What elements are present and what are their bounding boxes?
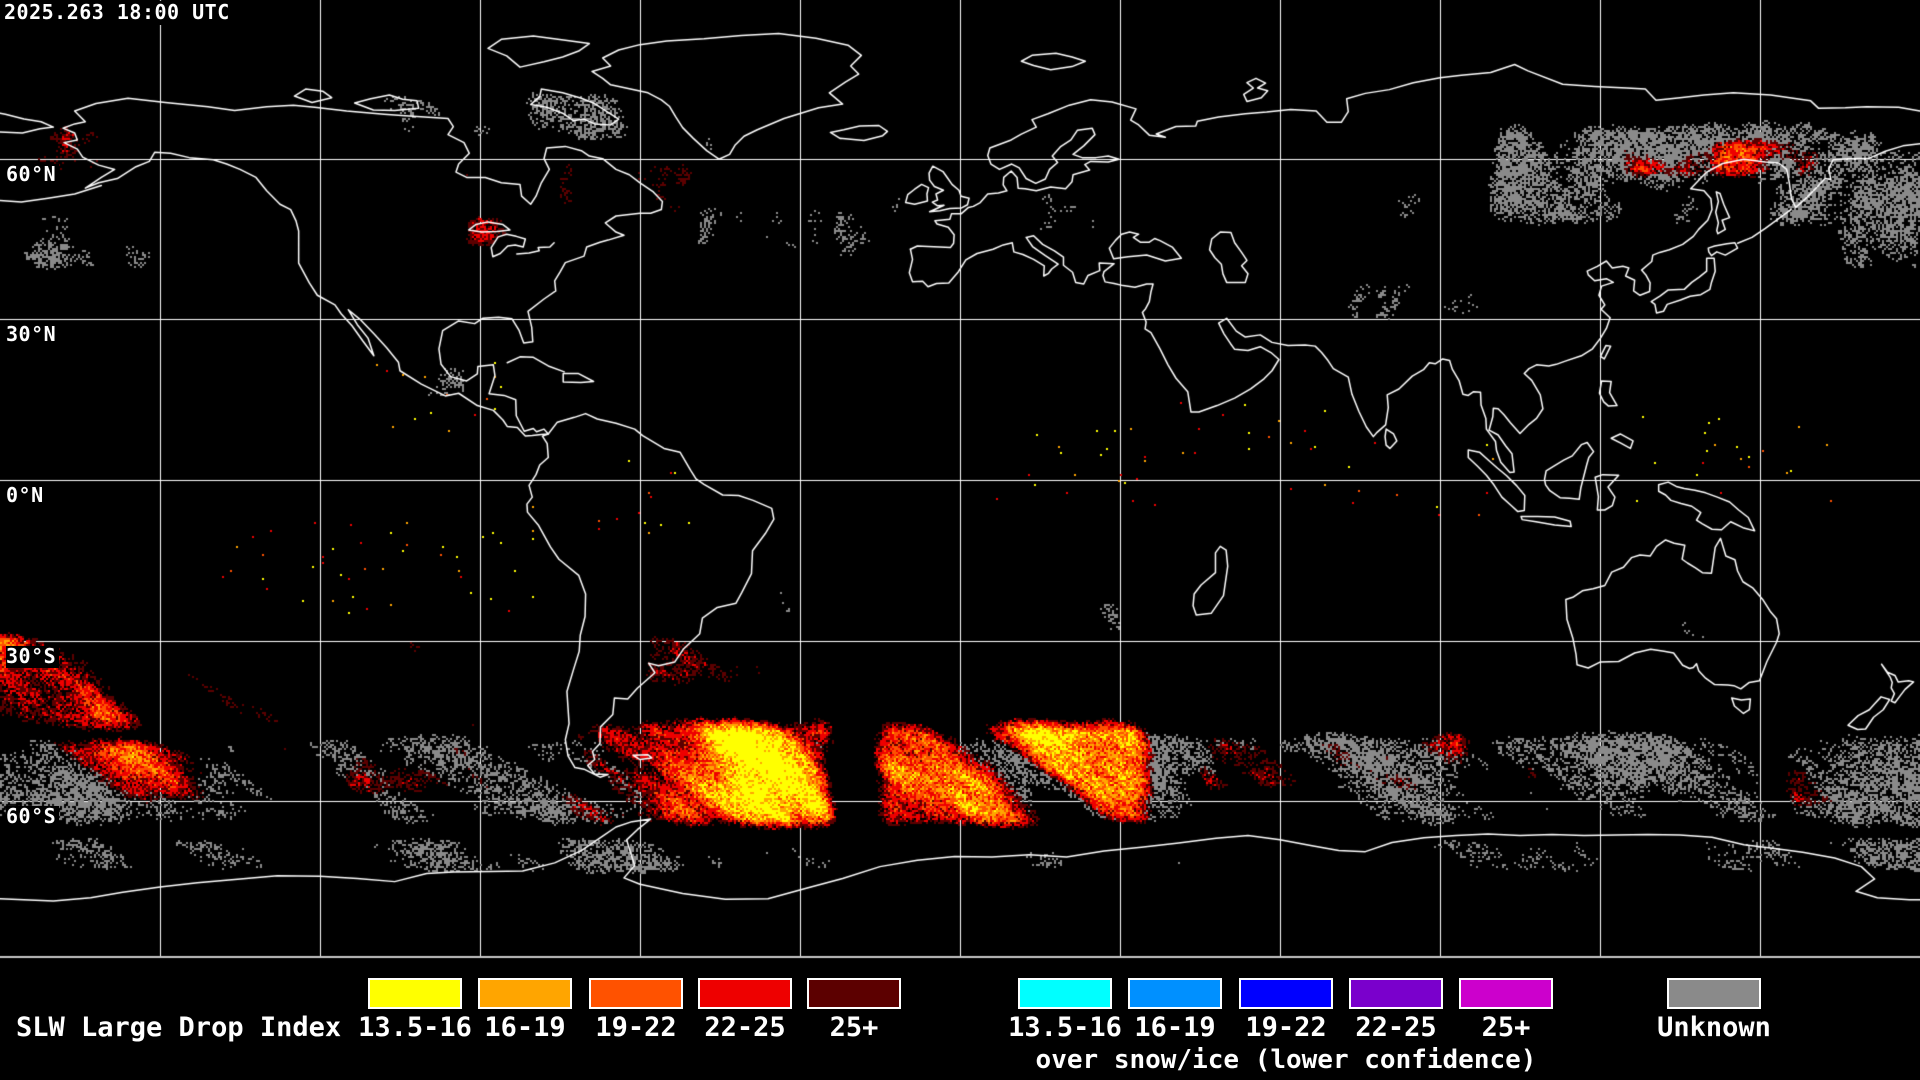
slw-swatch-label-16-19: 16-19 <box>484 1012 566 1043</box>
lat-label-30s: 30°S <box>6 646 60 668</box>
slw-swatch-label-22-25: 22-25 <box>704 1012 786 1043</box>
snowice-swatch-16-19 <box>1128 978 1222 1009</box>
snowice-swatch-13.5-16 <box>1018 978 1112 1009</box>
snowice-swatch-label-19-22: 19-22 <box>1245 1012 1327 1043</box>
snowice-swatch-19-22 <box>1239 978 1333 1009</box>
slw-swatch-19-22 <box>589 978 683 1009</box>
snowice-swatch-label-13.5-16: 13.5-16 <box>1008 1012 1122 1043</box>
snowice-swatch-label-16-19: 16-19 <box>1134 1012 1216 1043</box>
snowice-note: over snow/ice (lower confidence) <box>1035 1045 1537 1075</box>
slw-swatch-label-13.5-16: 13.5-16 <box>358 1012 472 1043</box>
slw-swatch-label-25+: 25+ <box>829 1012 879 1043</box>
unknown-label: Unknown <box>1657 1012 1771 1043</box>
snowice-swatch-label-22-25: 22-25 <box>1355 1012 1437 1043</box>
legend-title: SLW Large Drop Index <box>16 1012 342 1043</box>
lat-label-0n: 0°N <box>6 485 47 507</box>
snowice-swatch-25+ <box>1459 978 1553 1009</box>
slw-swatch-25+ <box>807 978 901 1009</box>
slw-swatch-16-19 <box>478 978 572 1009</box>
lat-label-60n: 60°N <box>6 164 60 186</box>
unknown-swatch <box>1667 978 1761 1009</box>
timestamp: 2025.263 18:00 UTC <box>2 1 234 25</box>
legend: SLW Large Drop Index 13.5-16 16-19 19-22 22… <box>0 957 1920 1080</box>
lat-label-60s: 60°S <box>6 806 60 828</box>
slw-swatch-22-25 <box>698 978 792 1009</box>
slw-swatch-13.5-16 <box>368 978 462 1009</box>
slw-swatch-label-19-22: 19-22 <box>595 1012 677 1043</box>
snowice-swatch-label-25+: 25+ <box>1481 1012 1531 1043</box>
snowice-swatch-22-25 <box>1349 978 1443 1009</box>
lat-label-30n: 30°N <box>6 324 60 346</box>
